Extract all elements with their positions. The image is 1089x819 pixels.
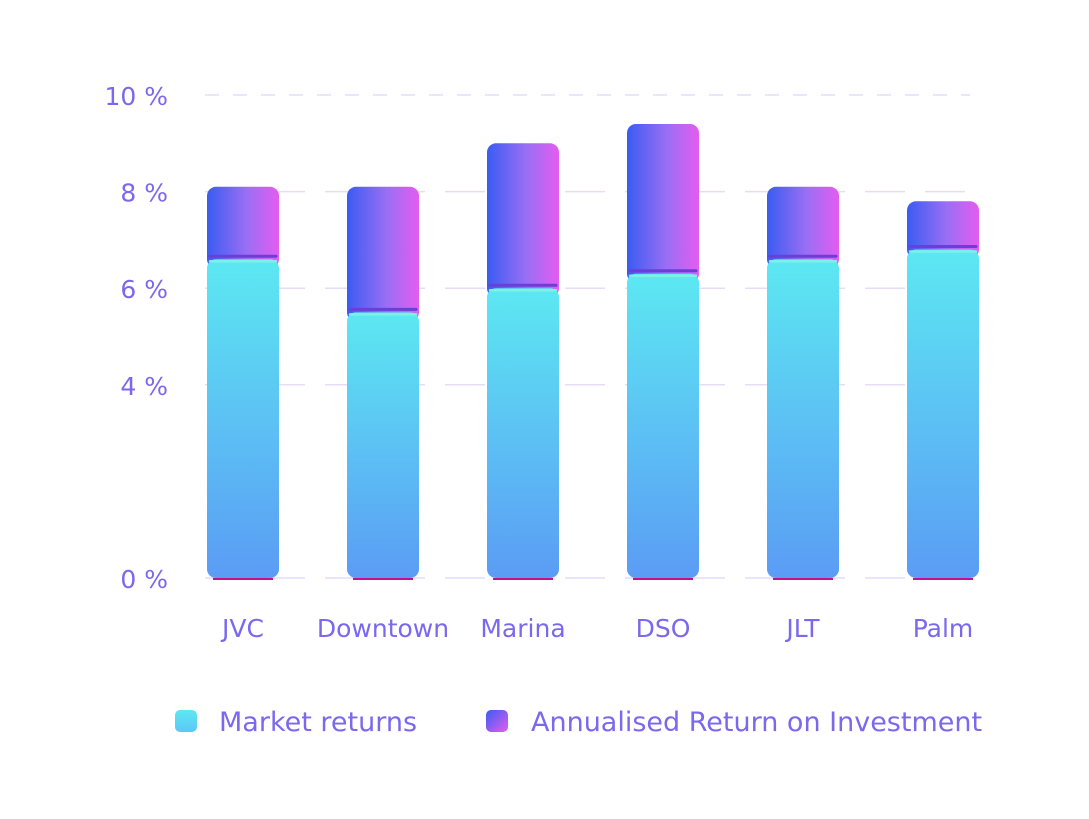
bar-roi-palm[interactable] [907, 201, 979, 259]
bar-market-jlt[interactable] [767, 259, 839, 578]
y-tick-label: 10 % [104, 82, 168, 111]
x-tick-label: JLT [784, 614, 820, 643]
legend-item-roi[interactable]: Annualised Return on Investment [486, 707, 982, 738]
bar-market-marina[interactable] [487, 288, 559, 578]
gridlines [205, 94, 970, 579]
bar-roi-dso[interactable] [627, 123, 699, 283]
legend-label-market: Market returns [219, 707, 417, 738]
x-tick-label: Marina [480, 614, 565, 643]
y-axis: 0 % 4 % 6 % 8 % 10 % [104, 82, 168, 594]
bar-market-downtown[interactable] [347, 312, 419, 578]
x-tick-label: DSO [636, 614, 691, 643]
x-tick-label: Palm [913, 614, 974, 643]
legend-label-roi: Annualised Return on Investment [531, 707, 982, 738]
legend: Market returns Annualised Return on Inve… [175, 707, 982, 738]
bar-market-palm[interactable] [907, 249, 979, 578]
bar-roi-downtown[interactable] [347, 186, 419, 322]
y-tick-label: 8 % [120, 179, 168, 208]
x-tick-label: Downtown [317, 614, 449, 643]
bar-market-dso[interactable] [627, 273, 699, 578]
legend-swatch-roi [486, 710, 508, 732]
bar-market-jvc[interactable] [207, 259, 279, 578]
y-tick-label: 4 % [120, 372, 168, 401]
x-axis: JVC Downtown Marina DSO JLT Palm [220, 614, 973, 643]
bar-roi-marina[interactable] [487, 143, 559, 298]
x-tick-label: JVC [220, 614, 264, 643]
legend-item-market[interactable]: Market returns [175, 707, 417, 738]
bar-roi-jvc[interactable] [207, 186, 279, 269]
y-tick-label: 6 % [120, 275, 168, 304]
bars [207, 123, 979, 580]
y-tick-label: 0 % [120, 565, 168, 594]
legend-swatch-market [175, 710, 197, 732]
bar-roi-jlt[interactable] [767, 186, 839, 269]
